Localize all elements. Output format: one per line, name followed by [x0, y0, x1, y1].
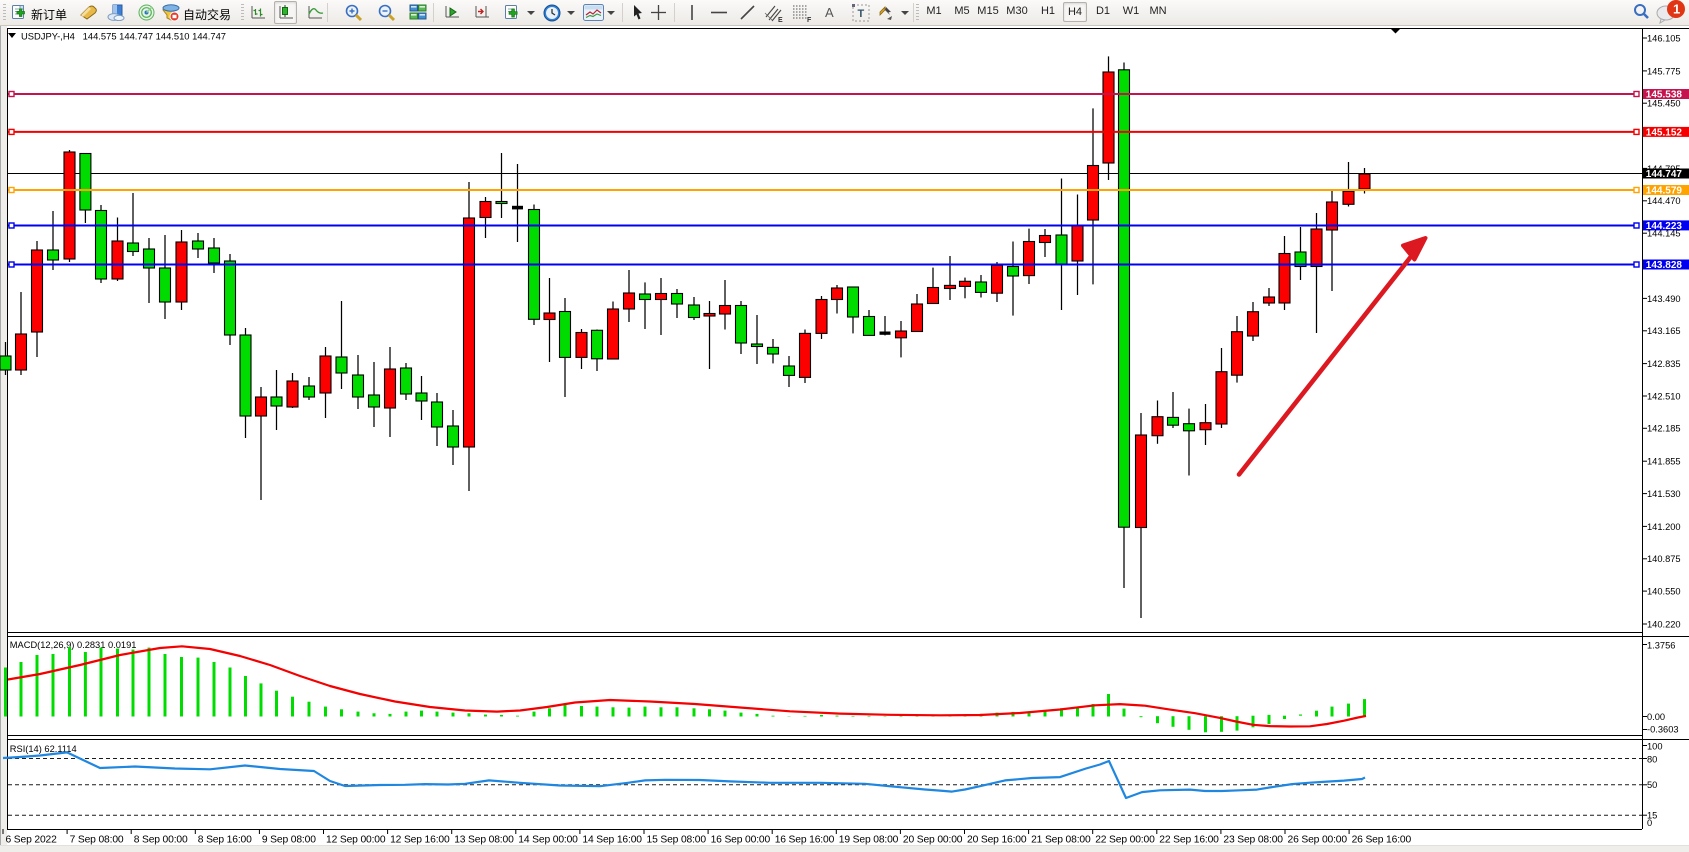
- svg-text:1.3756: 1.3756: [1647, 640, 1675, 650]
- svg-text:20 Sep 00:00: 20 Sep 00:00: [903, 835, 963, 846]
- svg-text:144.470: 144.470: [1647, 196, 1681, 206]
- svg-text:T: T: [858, 8, 865, 20]
- svg-text:140.875: 140.875: [1647, 554, 1681, 564]
- svg-text:141.200: 141.200: [1647, 522, 1681, 532]
- svg-text:80: 80: [1647, 755, 1657, 765]
- svg-text:26 Sep 16:00: 26 Sep 16:00: [1352, 835, 1412, 846]
- svg-text:144.747: 144.747: [1646, 169, 1683, 180]
- svg-text:20 Sep 16:00: 20 Sep 16:00: [967, 835, 1027, 846]
- svg-text:144.145: 144.145: [1647, 229, 1681, 239]
- svg-text:15 Sep 08:00: 15 Sep 08:00: [647, 835, 707, 846]
- svg-text:15: 15: [1647, 811, 1657, 821]
- svg-text:140.550: 140.550: [1647, 587, 1681, 597]
- svg-text:144.579: 144.579: [1646, 186, 1683, 197]
- svg-text:E: E: [778, 17, 783, 23]
- svg-text:100: 100: [1647, 741, 1663, 751]
- svg-text:MACD(12,26,9) 0.2831 0.0191: MACD(12,26,9) 0.2831 0.0191: [10, 640, 137, 650]
- svg-text:145.775: 145.775: [1647, 66, 1681, 76]
- svg-text:RSI(14) 62.1114: RSI(14) 62.1114: [10, 744, 77, 754]
- svg-text:8 Sep 16:00: 8 Sep 16:00: [198, 835, 252, 846]
- svg-text:13 Sep 08:00: 13 Sep 08:00: [454, 835, 514, 846]
- svg-text:19 Sep 08:00: 19 Sep 08:00: [839, 835, 899, 846]
- svg-text:6 Sep 2022: 6 Sep 2022: [6, 835, 58, 846]
- svg-text:14 Sep 16:00: 14 Sep 16:00: [582, 835, 642, 846]
- svg-text:-0.3603: -0.3603: [1647, 724, 1679, 734]
- svg-text:144.223: 144.223: [1646, 221, 1683, 232]
- svg-text:8 Sep 00:00: 8 Sep 00:00: [134, 835, 188, 846]
- svg-text:26 Sep 00:00: 26 Sep 00:00: [1288, 835, 1348, 846]
- svg-text:12 Sep 00:00: 12 Sep 00:00: [326, 835, 386, 846]
- svg-text:145.450: 145.450: [1647, 99, 1681, 109]
- svg-text:21 Sep 08:00: 21 Sep 08:00: [1031, 835, 1091, 846]
- svg-text:143.490: 143.490: [1647, 294, 1681, 304]
- svg-text:1: 1: [1673, 2, 1680, 17]
- svg-text:0: 0: [1647, 818, 1652, 828]
- svg-text:16 Sep 00:00: 16 Sep 00:00: [711, 835, 771, 846]
- svg-text:145.538: 145.538: [1646, 90, 1683, 101]
- svg-text:141.530: 141.530: [1647, 489, 1681, 499]
- svg-text:142.185: 142.185: [1647, 424, 1681, 434]
- svg-text:142.510: 142.510: [1647, 391, 1681, 401]
- svg-text:USDJPY-,H4 144.575 144.747 1: USDJPY-,H4 144.575 144.747 144.510 144.7…: [21, 31, 226, 42]
- svg-text:F: F: [807, 17, 812, 23]
- svg-text:9 Sep 08:00: 9 Sep 08:00: [262, 835, 316, 846]
- svg-text:50: 50: [1647, 780, 1657, 790]
- svg-text:23 Sep 08:00: 23 Sep 08:00: [1223, 835, 1283, 846]
- svg-text:22 Sep 16:00: 22 Sep 16:00: [1159, 835, 1219, 846]
- svg-text:146.105: 146.105: [1647, 33, 1681, 43]
- svg-text:145.152: 145.152: [1646, 128, 1683, 139]
- svg-text:12 Sep 16:00: 12 Sep 16:00: [390, 835, 450, 846]
- svg-text:0.00: 0.00: [1647, 712, 1665, 722]
- svg-text:22 Sep 00:00: 22 Sep 00:00: [1095, 835, 1155, 846]
- svg-text:140.220: 140.220: [1647, 619, 1681, 629]
- svg-text:16 Sep 16:00: 16 Sep 16:00: [775, 835, 835, 846]
- svg-text:141.855: 141.855: [1647, 457, 1681, 467]
- svg-text:142.835: 142.835: [1647, 359, 1681, 369]
- svg-text:143.828: 143.828: [1646, 260, 1683, 271]
- svg-text:143.165: 143.165: [1647, 326, 1681, 336]
- svg-text:14 Sep 00:00: 14 Sep 00:00: [518, 835, 578, 846]
- svg-text:7 Sep 08:00: 7 Sep 08:00: [70, 835, 124, 846]
